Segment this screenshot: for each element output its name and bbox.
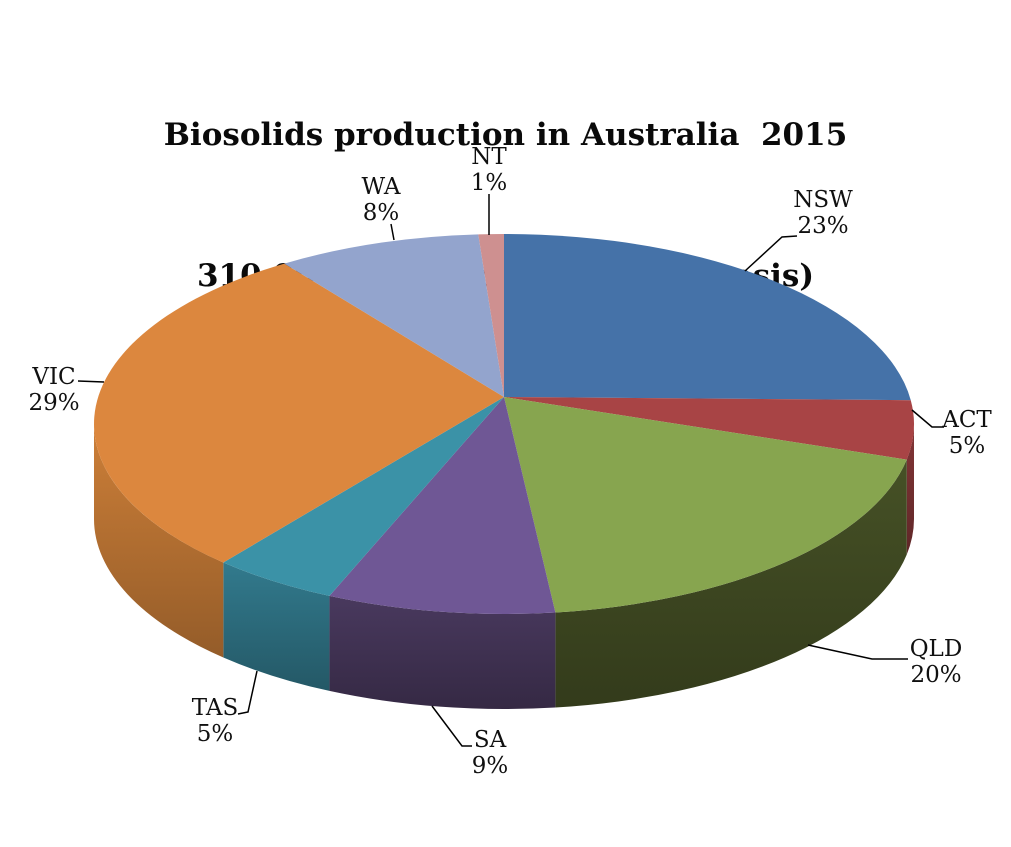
slice-label-vic: VIC bbox=[31, 364, 75, 390]
leader-line-tas bbox=[237, 670, 258, 715]
slice-pct-vic: 29% bbox=[28, 390, 79, 416]
pie-slice-nsw bbox=[504, 234, 911, 401]
leader-line-wa bbox=[390, 223, 395, 241]
pie-slice-side-tas bbox=[223, 562, 330, 691]
leader-line-act bbox=[911, 409, 944, 428]
pie-slice-sa bbox=[329, 397, 556, 614]
slice-pct-nt: 1% bbox=[471, 170, 508, 196]
pie-slice-qld bbox=[504, 397, 907, 613]
pie-slice-vic bbox=[94, 263, 505, 563]
chart-title-line1: Biosolids production in Australia 2015 bbox=[163, 117, 848, 153]
slice-pct-qld: 20% bbox=[910, 662, 961, 688]
pie-slice-side-qld bbox=[555, 459, 907, 708]
pie-slice-tas bbox=[223, 397, 504, 596]
pie-slice-nt bbox=[478, 233, 504, 397]
pie-slice-side-sa bbox=[329, 595, 556, 709]
slice-pct-act: 5% bbox=[949, 433, 986, 459]
slice-label-qld: QLD bbox=[910, 636, 963, 662]
leader-line-qld bbox=[807, 644, 908, 660]
leader-line-vic bbox=[77, 380, 105, 383]
pie-slice-act bbox=[504, 397, 915, 460]
slice-label-act: ACT bbox=[941, 407, 992, 433]
slice-pct-sa: 9% bbox=[472, 753, 509, 779]
slice-pct-wa: 8% bbox=[363, 200, 400, 226]
slice-label-wa: WA bbox=[361, 174, 400, 200]
slice-label-nsw: NSW bbox=[793, 187, 853, 213]
slice-label-nt: NT bbox=[471, 144, 507, 170]
slice-label-tas: TAS bbox=[192, 695, 238, 721]
pie-slice-wa bbox=[284, 234, 504, 397]
slice-pct-tas: 5% bbox=[197, 721, 234, 747]
slice-label-sa: SA bbox=[474, 727, 507, 753]
pie-slice-side-vic bbox=[94, 424, 224, 658]
pie-slice-side-act bbox=[906, 424, 914, 555]
leader-line-nsw bbox=[744, 235, 798, 272]
leader-line-sa bbox=[431, 705, 472, 747]
slice-pct-nsw: 23% bbox=[797, 213, 848, 239]
